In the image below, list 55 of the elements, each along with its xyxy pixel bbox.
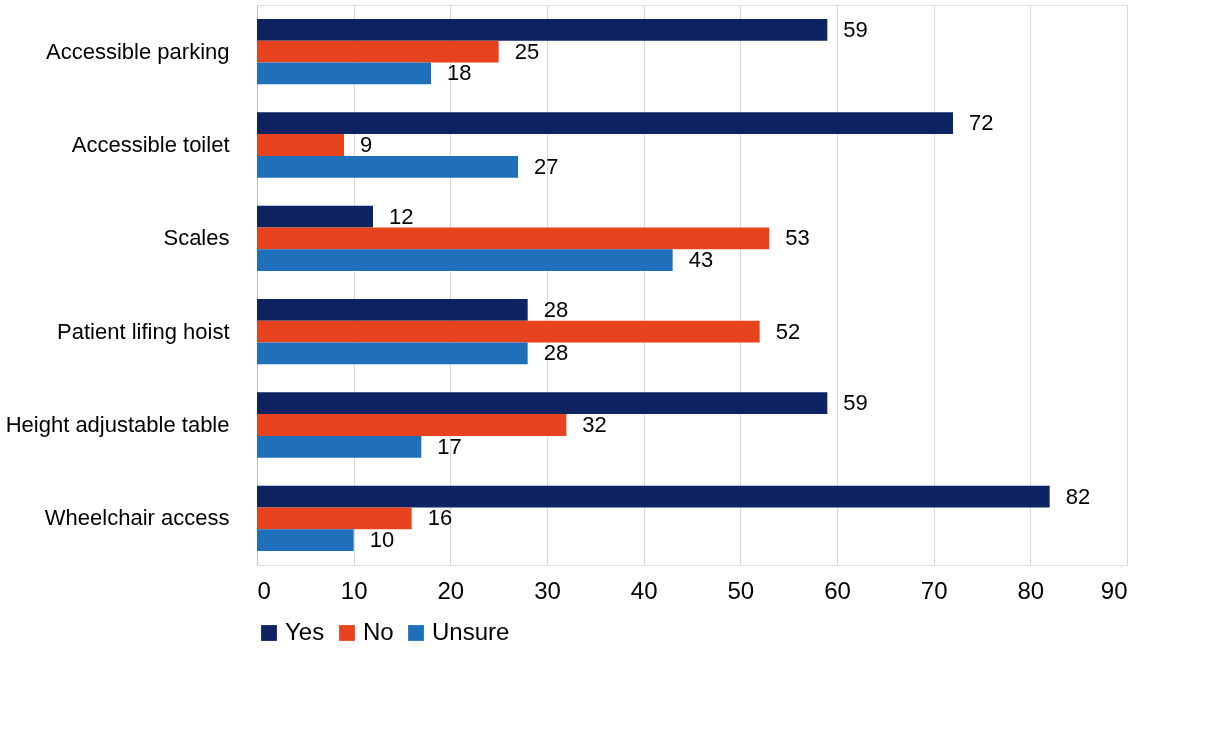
- bar: [257, 529, 354, 551]
- x-tick-label: 20: [437, 576, 465, 604]
- data-label: 17: [437, 433, 462, 459]
- bar: [257, 342, 528, 365]
- bar: [257, 227, 770, 250]
- data-label: 25: [514, 38, 540, 64]
- data-label: 12: [389, 203, 414, 229]
- bar: [257, 40, 499, 63]
- bar: [257, 134, 344, 156]
- y-tick-label: Accessible toilet: [71, 132, 230, 157]
- bar: [257, 435, 422, 458]
- x-tick-label: 60: [824, 576, 851, 604]
- x-tick-label: 50: [727, 576, 755, 604]
- data-label: 16: [427, 505, 453, 531]
- bar: [257, 249, 673, 271]
- y-tick-label: Patient lifing hoist: [57, 318, 230, 344]
- data-label: 52: [775, 318, 801, 344]
- data-label: 18: [447, 60, 472, 86]
- bar: [257, 62, 431, 85]
- bar: [257, 414, 567, 436]
- x-tick-label: 0: [257, 576, 271, 604]
- x-tick-label: 30: [534, 576, 561, 604]
- data-label: 59: [843, 390, 868, 416]
- data-label: 82: [1065, 483, 1091, 509]
- data-label: 72: [969, 110, 994, 136]
- bar: [257, 320, 760, 343]
- x-tick-label: 10: [340, 576, 368, 604]
- x-tick-label: 80: [1017, 576, 1045, 604]
- data-label: 32: [582, 412, 607, 437]
- data-label: 28: [543, 296, 569, 322]
- bar: [257, 392, 828, 415]
- bar: [257, 205, 373, 228]
- data-label: 43: [688, 247, 714, 273]
- bar: [257, 155, 518, 178]
- x-tick-label: 40: [630, 576, 658, 604]
- legend-label: Yes: [285, 618, 325, 645]
- y-tick-label: Accessible parking: [46, 38, 230, 64]
- data-label: 28: [543, 340, 569, 366]
- legend-label: No: [363, 618, 394, 645]
- bar: [257, 19, 828, 41]
- bar: [257, 485, 1050, 508]
- data-label: 59: [843, 16, 868, 42]
- data-label: 9: [360, 132, 373, 157]
- y-tick-label: Scales: [163, 225, 230, 251]
- x-tick-label: 90: [1100, 576, 1128, 604]
- data-label: 10: [369, 527, 395, 553]
- y-tick-label: Height adjustable table: [5, 412, 230, 437]
- x-tick-label: 70: [920, 576, 948, 604]
- bar: [257, 507, 412, 530]
- y-tick-label: Wheelchair access: [44, 505, 230, 531]
- data-label: 53: [785, 225, 810, 251]
- data-label: 27: [534, 153, 559, 179]
- legend-label: Unsure: [432, 618, 510, 645]
- bar: [257, 112, 953, 135]
- bar: [257, 299, 528, 321]
